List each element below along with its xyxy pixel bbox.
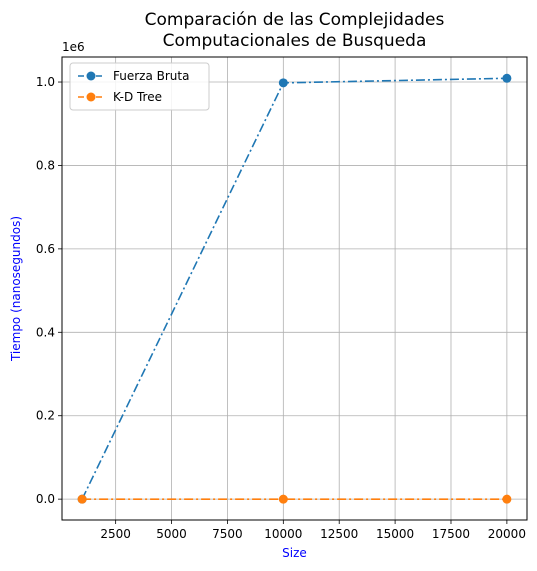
y-tick-label: 0.0 [36,492,55,506]
legend-marker [86,92,96,102]
data-point [502,73,512,83]
series-line [81,77,507,500]
x-tick-label: 15000 [376,527,414,541]
x-axis-ticks: 2500 5000 7500 10000 12500 15000 17500 20000 [100,520,526,541]
y-offset-text: 1e6 [62,40,85,54]
legend-label: Fuerza Bruta [113,69,189,83]
x-axis-label: Size [282,546,307,560]
legend-marker [86,71,96,81]
legend: Fuerza Bruta K-D Tree [69,62,210,111]
x-tick-label: 2500 [100,527,131,541]
y-axis-label: Tiempo (nanosegundos) [9,216,23,362]
data-point [77,494,87,504]
series-fuerza-bruta [77,73,512,504]
chart-title: Comparación de las ComplejidadesComputac… [145,10,445,51]
y-tick-label: 0.8 [36,158,55,172]
y-tick-label: 0.6 [36,242,55,256]
x-tick-label: 10000 [264,527,302,541]
y-tick-label: 0.2 [36,409,55,423]
x-tick-label: 7500 [212,527,243,541]
x-tick-label: 12500 [320,527,358,541]
y-axis-ticks: 0.0 0.2 0.4 0.6 0.8 1.0 [36,75,62,506]
grid [62,57,527,520]
legend-item: K-D Tree [78,90,162,104]
series-k-d-tree [77,494,512,504]
legend-label: K-D Tree [113,90,162,104]
legend-item: Fuerza Bruta [78,69,189,83]
data-point [502,494,512,504]
legend-box [69,62,210,111]
x-tick-label: 20000 [488,527,526,541]
data-point [278,78,288,88]
series-layer [77,73,512,504]
x-tick-label: 17500 [432,527,470,541]
x-tick-label: 5000 [156,527,187,541]
y-tick-label: 0.4 [36,325,55,339]
chart-title-line: Computacionales de Busqueda [163,31,427,51]
data-point [278,494,288,504]
chart-title-line: Comparación de las Complejidades [145,10,445,30]
plot-frame [61,56,528,521]
y-tick-label: 1.0 [36,75,55,89]
